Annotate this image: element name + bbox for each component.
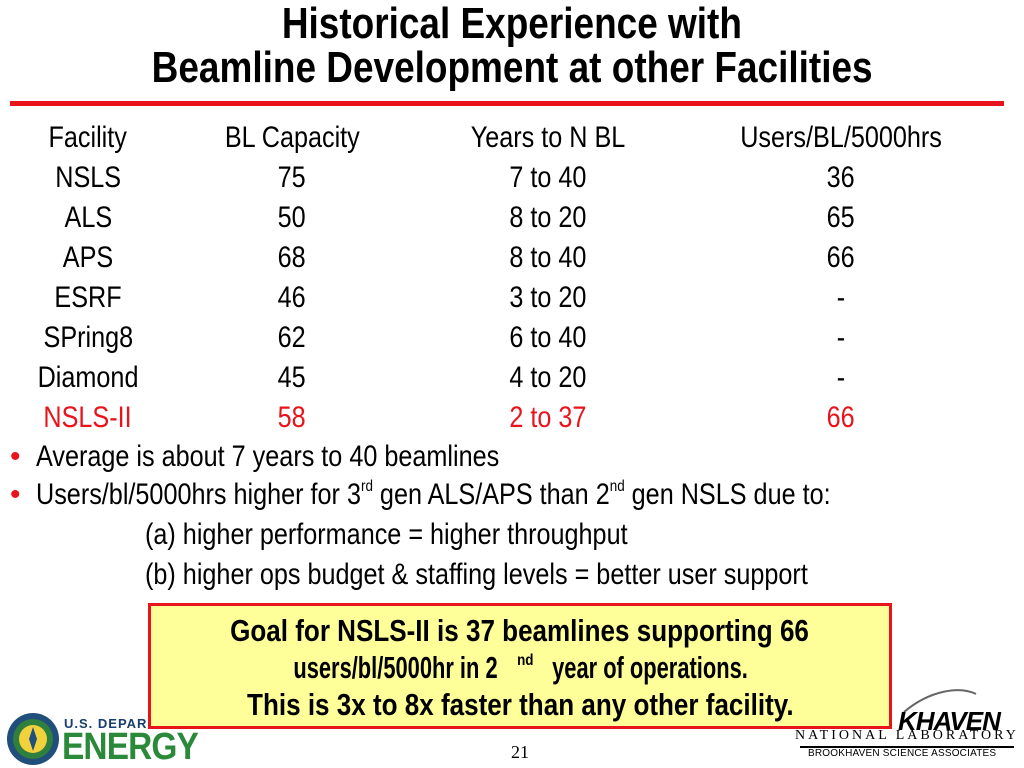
bnl-swoosh-icon — [903, 689, 977, 713]
bullet-dot-icon: • — [10, 440, 21, 473]
cell-facility: NSLS — [55, 161, 121, 194]
table-header-row: Facility BL Capacity Years to N BL Users… — [0, 118, 994, 158]
cell-bl-capacity: 50 — [277, 201, 307, 234]
bullet-text: Average is about 7 years to 40 beamlines — [36, 440, 500, 473]
cell-bl-capacity: 46 — [277, 281, 307, 314]
cell-years: 4 to 20 — [509, 361, 587, 394]
cell-facility: ESRF — [54, 281, 122, 314]
table-row: Diamond 45 4 to 20 - — [0, 358, 994, 398]
cell-users: 66 — [826, 241, 856, 274]
cell-years: 2 to 37 — [509, 401, 587, 434]
doe-seal-icon — [7, 713, 59, 765]
cell-users: 66 — [826, 401, 856, 434]
bnl-national-laboratory-text: NATIONAL LABORATORY — [795, 728, 1019, 743]
facility-table: Facility BL Capacity Years to N BL Users… — [0, 118, 994, 438]
cell-users: - — [836, 361, 846, 394]
column-header-years-to-n-bl: Years to N BL — [470, 121, 626, 154]
goal-line-1: Goal for NSLS-II is 37 beamlines support… — [230, 613, 810, 648]
doe-department-text: U.S. DEPARTMENT OF — [64, 716, 146, 731]
cell-users: - — [836, 321, 846, 354]
title-divider — [10, 101, 1004, 106]
cell-years: 8 to 20 — [509, 201, 587, 234]
cell-facility: Diamond — [37, 361, 139, 394]
cell-users: 36 — [826, 161, 856, 194]
table-row-highlighted: NSLS-II 58 2 to 37 66 — [0, 398, 994, 438]
sub-bullet-text: (b) higher ops budget & staffing levels … — [145, 558, 808, 591]
cell-years: 8 to 40 — [509, 241, 587, 274]
table-row: ESRF 46 3 to 20 - — [0, 278, 994, 318]
cell-facility: APS — [62, 241, 114, 274]
goal-line-3: This is 3x to 8x faster than any other f… — [246, 687, 794, 722]
column-header-facility: Facility — [48, 121, 128, 154]
bullet-dot-icon: • — [10, 478, 21, 511]
bnl-divider — [800, 746, 1014, 748]
column-header-bl-capacity: BL Capacity — [224, 121, 360, 154]
bnl-wordmark: KHAVEN — [898, 706, 1001, 736]
cell-years: 6 to 40 — [509, 321, 587, 354]
cell-years: 7 to 40 — [509, 161, 587, 194]
sub-bullet-item: (a) higher performance = higher throughp… — [145, 516, 720, 554]
slide-title: Historical Experience with Beamline Deve… — [0, 2, 1024, 90]
cell-users: - — [836, 281, 846, 314]
cell-years: 3 to 20 — [509, 281, 587, 314]
table-row: NSLS 75 7 to 40 36 — [0, 158, 994, 198]
column-header-users-per-bl: Users/BL/5000hrs — [740, 121, 942, 154]
goal-callout: Goal for NSLS-II is 37 beamlines support… — [148, 603, 892, 729]
bnl-associates-text: BROOKHAVEN SCIENCE ASSOCIATES — [808, 748, 997, 759]
cell-bl-capacity: 68 — [277, 241, 307, 274]
bullet-text: Users/bl/5000hrs higher for 3rd gen ALS/… — [36, 478, 831, 511]
cell-users: 65 — [826, 201, 856, 234]
page-number: 21 — [511, 742, 529, 762]
table-row: SPring8 62 6 to 40 - — [0, 318, 994, 358]
doe-energy-wordmark: ENERGY — [62, 726, 199, 768]
sub-bullet-text: (a) higher performance = higher throughp… — [145, 518, 628, 551]
cell-facility: ALS — [64, 201, 112, 234]
cell-bl-capacity: 45 — [277, 361, 307, 394]
cell-bl-capacity: 58 — [277, 401, 307, 434]
title-line-1: Historical Experience with — [281, 0, 743, 48]
sub-bullet-item: (b) higher ops budget & staffing levels … — [145, 556, 934, 594]
title-line-2: Beamline Development at other Facilities — [151, 43, 873, 92]
cell-bl-capacity: 62 — [277, 321, 307, 354]
table-row: ALS 50 8 to 20 65 — [0, 198, 994, 238]
cell-bl-capacity: 75 — [277, 161, 307, 194]
table-row: APS 68 8 to 40 66 — [0, 238, 994, 278]
cell-facility: SPring8 — [43, 321, 133, 354]
cell-facility: NSLS-II — [43, 401, 133, 434]
